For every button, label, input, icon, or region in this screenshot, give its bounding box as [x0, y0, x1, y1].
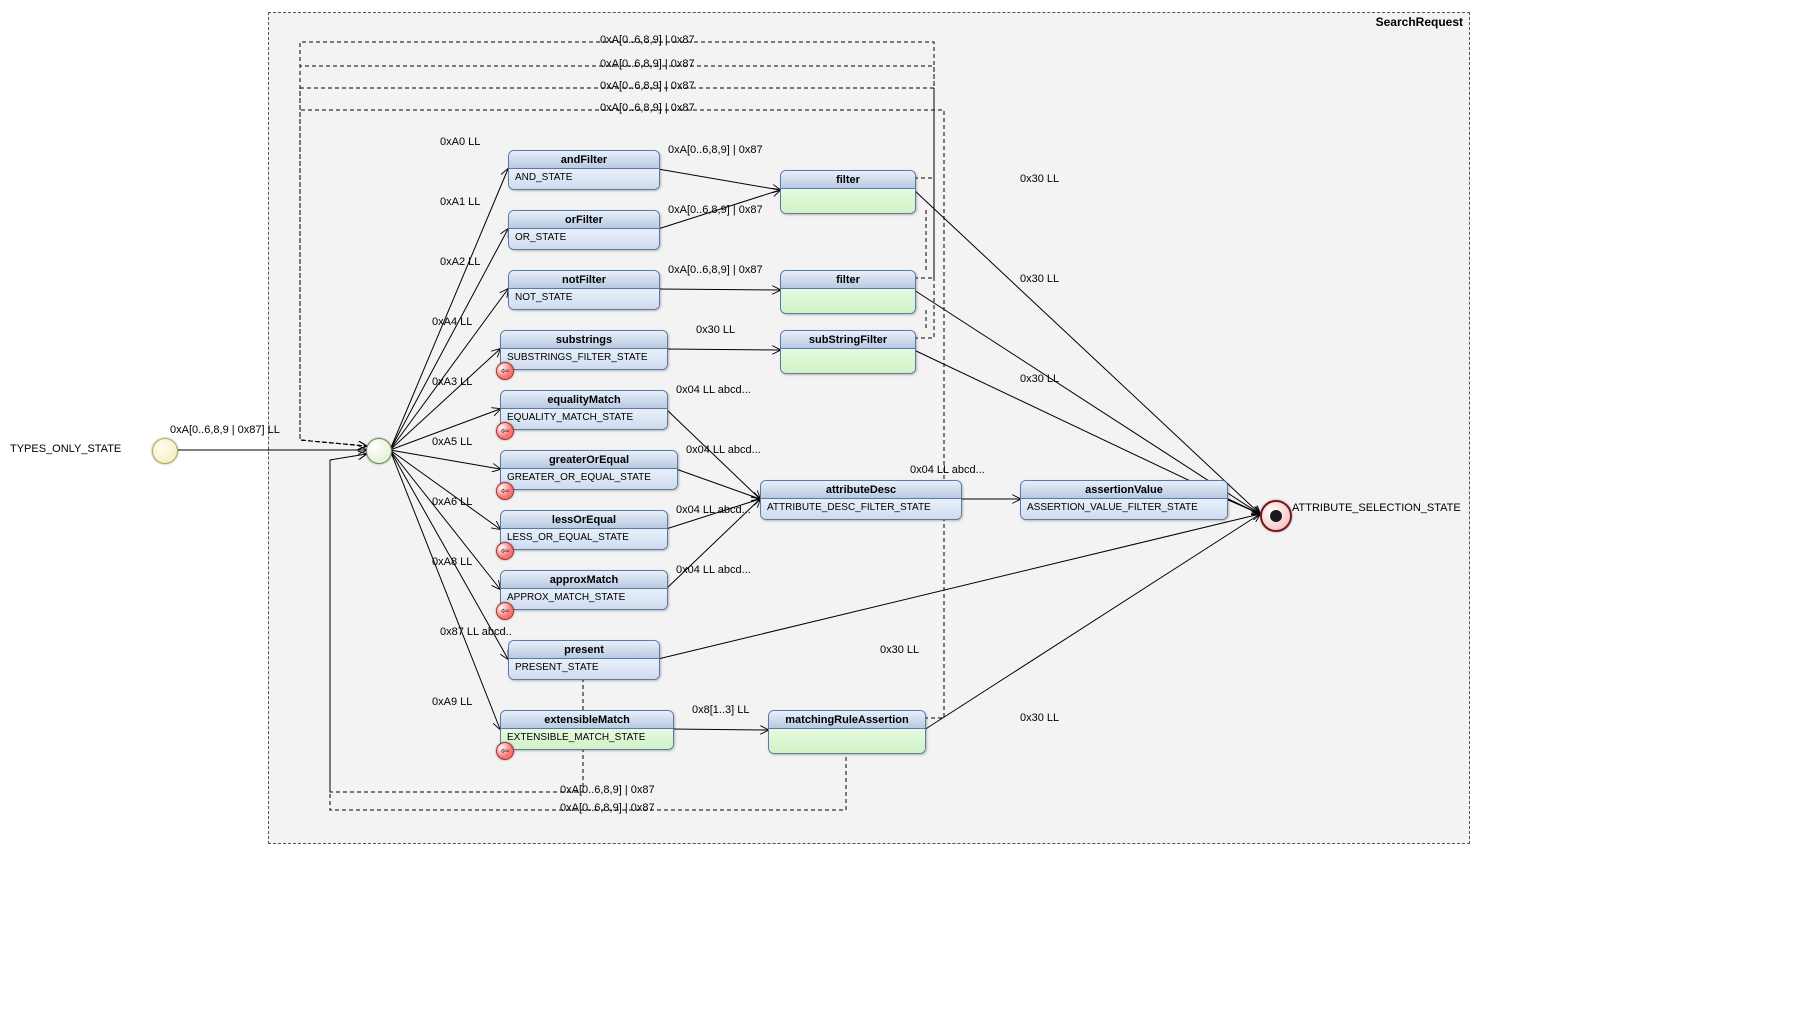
state-node-sub: substringsSUBSTRINGS_FILTER_STATE — [500, 330, 668, 370]
state-node-eq-title: equalityMatch — [501, 391, 667, 409]
state-node-eq: equalityMatchEQUALITY_MATCH_STATE — [500, 390, 668, 430]
right-node-mra-title: matchingRuleAssertion — [769, 711, 925, 729]
state-node-eq-body: EQUALITY_MATCH_STATE — [501, 409, 667, 429]
right-node-filter2-body — [781, 289, 915, 313]
state-node-and: andFilterAND_STATE — [508, 150, 660, 190]
start-label: TYPES_ONLY_STATE — [10, 443, 121, 455]
state-node-or: orFilterOR_STATE — [508, 210, 660, 250]
state-node-and-body: AND_STATE — [509, 169, 659, 189]
state-node-and-title: andFilter — [509, 151, 659, 169]
right-node-mra: matchingRuleAssertion — [768, 710, 926, 754]
right-node-substr-body — [781, 349, 915, 373]
state-node-sub-body: SUBSTRINGS_FILTER_STATE — [501, 349, 667, 369]
state-node-ge: greaterOrEqualGREATER_OR_EQUAL_STATE — [500, 450, 678, 490]
badge-icon-approx: ⇦ — [496, 602, 514, 620]
state-node-sub-title: substrings — [501, 331, 667, 349]
badge-icon-le: ⇦ — [496, 542, 514, 560]
state-node-ext: extensibleMatchEXTENSIBLE_MATCH_STATE — [500, 710, 674, 750]
badge-icon-ext: ⇦ — [496, 742, 514, 760]
right-node-filter1-body — [781, 189, 915, 213]
right-node-substr-title: subStringFilter — [781, 331, 915, 349]
state-node-approx-title: approxMatch — [501, 571, 667, 589]
junction-state — [366, 438, 392, 464]
right-node-filter1: filter — [780, 170, 916, 214]
state-node-not-title: notFilter — [509, 271, 659, 289]
start-state — [152, 438, 178, 464]
state-node-approx-body: APPROX_MATCH_STATE — [501, 589, 667, 609]
state-node-ext-title: extensibleMatch — [501, 711, 673, 729]
state-node-present: presentPRESENT_STATE — [508, 640, 660, 680]
right-node-assert-title: assertionValue — [1021, 481, 1227, 499]
end-state-inner — [1270, 510, 1282, 522]
right-node-filter2: filter — [780, 270, 916, 314]
state-node-not: notFilterNOT_STATE — [508, 270, 660, 310]
badge-icon-ge: ⇦ — [496, 482, 514, 500]
end-label: ATTRIBUTE_SELECTION_STATE — [1292, 502, 1461, 514]
diagram-canvas: SearchRequest0xA0 LL0xA1 LL0xA2 LL0xA4 L… — [0, 0, 1816, 1026]
right-node-assert: assertionValueASSERTION_VALUE_FILTER_STA… — [1020, 480, 1228, 520]
end-state — [1260, 500, 1292, 532]
state-node-ge-title: greaterOrEqual — [501, 451, 677, 469]
right-node-filter2-title: filter — [781, 271, 915, 289]
badge-icon-eq: ⇦ — [496, 422, 514, 440]
state-node-approx: approxMatchAPPROX_MATCH_STATE — [500, 570, 668, 610]
state-node-ext-body: EXTENSIBLE_MATCH_STATE — [501, 729, 673, 749]
right-node-mra-body — [769, 729, 925, 753]
right-node-assert-body: ASSERTION_VALUE_FILTER_STATE — [1021, 499, 1227, 519]
state-node-or-title: orFilter — [509, 211, 659, 229]
state-node-ge-body: GREATER_OR_EQUAL_STATE — [501, 469, 677, 489]
right-node-substr: subStringFilter — [780, 330, 916, 374]
state-node-present-title: present — [509, 641, 659, 659]
right-node-attr: attributeDescATTRIBUTE_DESC_FILTER_STATE — [760, 480, 962, 520]
start-edge-label: 0xA[0..6,8,9 | 0x87] LL — [170, 424, 280, 436]
state-node-or-body: OR_STATE — [509, 229, 659, 249]
state-node-le-body: LESS_OR_EQUAL_STATE — [501, 529, 667, 549]
state-node-le-title: lessOrEqual — [501, 511, 667, 529]
badge-icon-sub: ⇦ — [496, 362, 514, 380]
right-node-attr-title: attributeDesc — [761, 481, 961, 499]
state-node-le: lessOrEqualLESS_OR_EQUAL_STATE — [500, 510, 668, 550]
right-node-attr-body: ATTRIBUTE_DESC_FILTER_STATE — [761, 499, 961, 519]
state-node-present-body: PRESENT_STATE — [509, 659, 659, 679]
right-node-filter1-title: filter — [781, 171, 915, 189]
state-node-not-body: NOT_STATE — [509, 289, 659, 309]
